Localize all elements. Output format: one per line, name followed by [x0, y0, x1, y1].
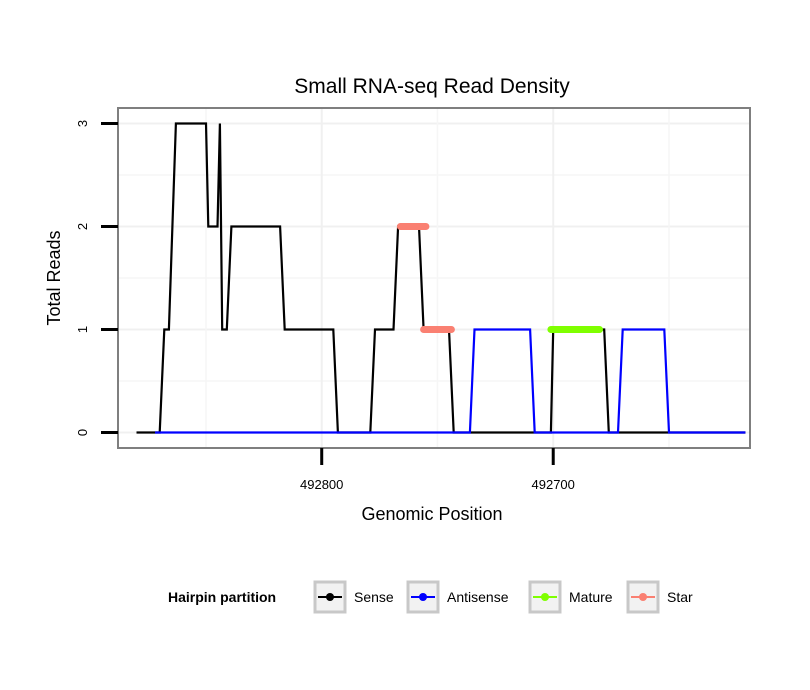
legend-key-dot: [419, 593, 427, 601]
y-tick-label: 1: [75, 326, 90, 333]
legend-key-dot: [326, 593, 334, 601]
x-axis: 492800 492700: [300, 448, 575, 492]
x-tick-label: 492800: [300, 477, 343, 492]
series-line-antisense: [155, 328, 746, 434]
panel-border: [117, 107, 751, 449]
legend-label: Antisense: [447, 589, 509, 605]
legend-label: Mature: [569, 589, 613, 605]
legend-entry-star: Star: [626, 580, 693, 614]
y-axis: 0 1 2 3: [75, 120, 118, 436]
y-tick-label: 2: [75, 223, 90, 230]
y-tick-label: 0: [75, 429, 90, 436]
y-tick-label: 3: [75, 120, 90, 127]
x-axis-label: Genomic Position: [361, 504, 502, 524]
legend-label: Star: [667, 589, 693, 605]
legend-entry-antisense: Antisense: [406, 580, 509, 614]
x-tick-label: 492700: [532, 477, 575, 492]
legend-title: Hairpin partition: [168, 589, 276, 605]
panel-frame: [117, 107, 751, 449]
legend-entry-mature: Mature: [528, 580, 613, 614]
legend-label: Sense: [354, 589, 394, 605]
y-axis-label: Total Reads: [44, 230, 64, 325]
legend-key-dot: [541, 593, 549, 601]
series-lines: [136, 122, 746, 434]
legend-key-dot: [639, 593, 647, 601]
chart-title: Small RNA-seq Read Density: [294, 75, 570, 98]
legend-entry-sense: Sense: [313, 580, 394, 614]
legend: Hairpin partition Sense Antisense Mature Sta…: [168, 580, 693, 614]
